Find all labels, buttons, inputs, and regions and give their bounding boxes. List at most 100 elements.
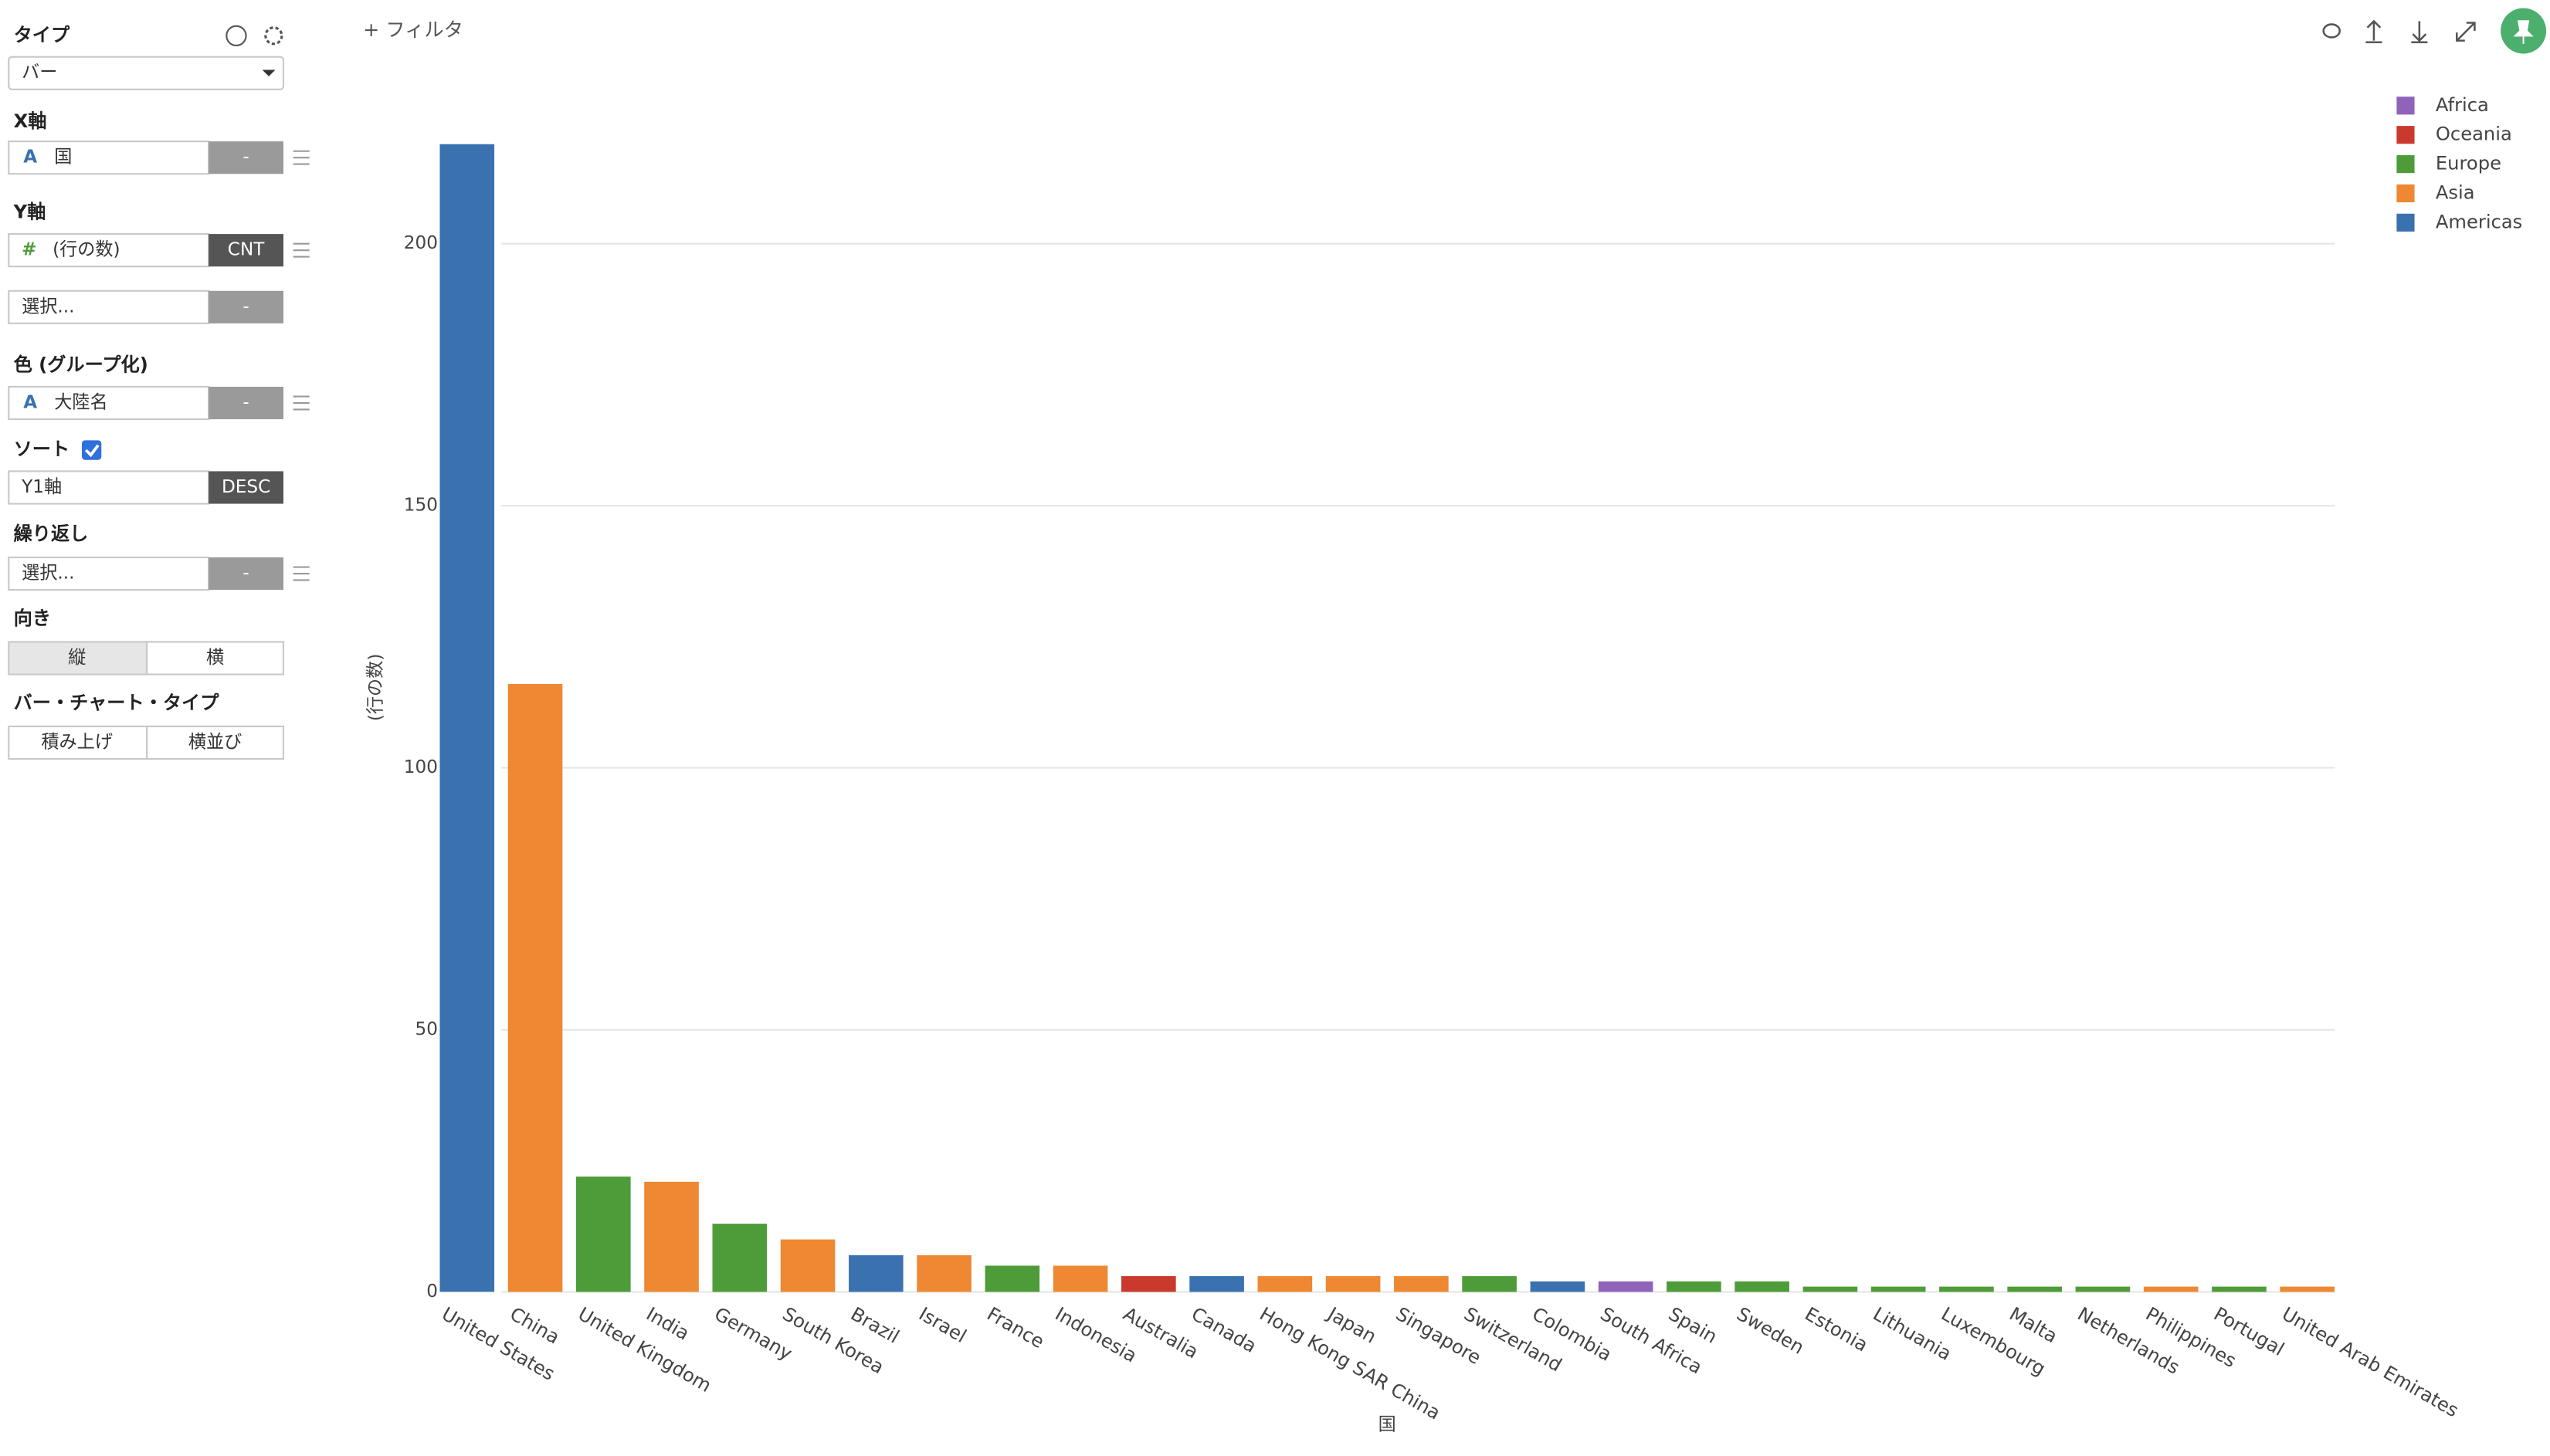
repeat-field-text: 選択...	[22, 564, 74, 584]
y-tick-label: 50	[415, 1019, 438, 1039]
select-arrow	[262, 69, 276, 76]
y-field[interactable]	[8, 233, 210, 268]
x-agg-button[interactable]	[209, 141, 284, 174]
upload-icon[interactable]	[2365, 19, 2382, 43]
x-menu[interactable]	[293, 150, 310, 165]
sort-field-text: Y1軸	[21, 477, 62, 497]
bar-type-label: バー・チャート・タイプ	[14, 692, 220, 713]
repeat-menu[interactable]	[293, 566, 310, 581]
settings-icon[interactable]	[264, 26, 283, 46]
bar	[1257, 1276, 1313, 1292]
legend-label: Americas	[2436, 211, 2522, 232]
y2-field-text: 選択...	[22, 296, 74, 317]
bar	[2280, 1286, 2335, 1292]
x-field-text: 国	[54, 147, 72, 168]
y2-field[interactable]	[8, 290, 210, 324]
y-axis-title: (行の数)	[365, 654, 385, 721]
x-tick-label: France	[983, 1303, 1048, 1353]
repeat-agg: -	[242, 564, 249, 584]
y-agg-button[interactable]	[209, 234, 284, 267]
bar	[985, 1265, 1040, 1292]
color-label: 色 (グループ化)	[14, 354, 148, 376]
x-field[interactable]	[8, 141, 210, 175]
legend-swatch	[2396, 97, 2415, 115]
y-menu[interactable]	[293, 242, 310, 258]
y-tick-label: 100	[404, 757, 438, 777]
bar	[1530, 1281, 1585, 1292]
sort-field[interactable]	[8, 470, 210, 505]
legend-swatch	[2396, 184, 2415, 203]
orientation-text: 横	[206, 648, 224, 668]
check-mark	[84, 444, 100, 458]
sort-order-button[interactable]	[209, 471, 284, 504]
y-field-text: (行の数)	[53, 240, 120, 260]
color-field-text: 大陸名	[54, 393, 107, 413]
x-tick-label: United Arab Emirates	[2278, 1303, 2462, 1422]
y-tick-label: 150	[404, 496, 438, 516]
repeat-agg-button[interactable]	[209, 557, 284, 591]
x-tick-label: United States	[438, 1303, 558, 1385]
repeat-field[interactable]	[8, 556, 210, 591]
orientation-option[interactable]	[8, 641, 148, 676]
pin-icon	[2513, 20, 2534, 44]
color-agg: -	[242, 393, 249, 413]
y-agg: CNT	[228, 240, 265, 260]
bar	[644, 1181, 699, 1292]
expand-icon[interactable]	[2456, 22, 2476, 42]
x-label: X軸	[14, 110, 47, 132]
color-field[interactable]	[8, 385, 210, 421]
bar	[1598, 1281, 1653, 1292]
comment-icon[interactable]	[2322, 23, 2341, 39]
bar-type-option[interactable]	[146, 725, 285, 760]
bar	[575, 1177, 631, 1292]
orientation-option[interactable]	[146, 641, 285, 676]
bar	[439, 144, 495, 1292]
y-icon: #	[22, 240, 36, 260]
bar	[1667, 1281, 1721, 1292]
bar-type-option[interactable]	[8, 725, 148, 760]
x-agg: -	[242, 147, 249, 168]
x-tick-label: Israel	[915, 1303, 970, 1347]
bar	[1802, 1286, 1858, 1292]
bar	[712, 1224, 768, 1292]
orientation-text: 縦	[68, 648, 86, 668]
color-menu[interactable]	[293, 395, 310, 411]
bar	[1939, 1286, 1994, 1292]
type-value: バー	[22, 63, 57, 83]
bar	[2075, 1286, 2131, 1292]
bar	[2007, 1286, 2062, 1292]
legend-label: Oceania	[2436, 124, 2512, 145]
sort-order: DESC	[222, 477, 270, 497]
y2-agg-button[interactable]	[209, 290, 284, 323]
legend-label: Europe	[2436, 153, 2501, 174]
bar	[1053, 1265, 1108, 1292]
bar	[1734, 1281, 1789, 1292]
bar	[1462, 1276, 1517, 1292]
x-axis-title: 国	[1378, 1415, 1396, 1435]
x-tick-label: India	[643, 1303, 693, 1345]
legend-label: Africa	[2436, 94, 2489, 116]
bar	[917, 1255, 972, 1292]
sort-label: ソート	[14, 438, 70, 460]
toolbar-icons	[2322, 19, 2476, 43]
type-select[interactable]	[8, 56, 285, 90]
legend-label: Asia	[2436, 181, 2475, 203]
bar	[1394, 1276, 1449, 1292]
x-tick-label: Estonia	[1801, 1303, 1871, 1356]
x-icon: A	[23, 147, 37, 168]
sort-checkbox[interactable]	[81, 440, 102, 460]
bar	[2212, 1286, 2267, 1292]
y2-agg: -	[242, 296, 249, 317]
sidebar: タイプ バー X軸 A 国 - Y軸 # (行の数) CNT 選択... - 色…	[8, 24, 310, 760]
download-icon[interactable]	[2411, 21, 2428, 43]
help-icon[interactable]	[225, 25, 247, 46]
y-label: Y軸	[13, 201, 46, 223]
legend-swatch	[2396, 213, 2415, 232]
color-agg-button[interactable]	[209, 386, 284, 420]
bar-type-text: 横並び	[188, 732, 242, 752]
color-icon: A	[23, 393, 37, 413]
bar	[507, 683, 563, 1292]
filter-button[interactable]: + フィルタ	[363, 19, 463, 41]
